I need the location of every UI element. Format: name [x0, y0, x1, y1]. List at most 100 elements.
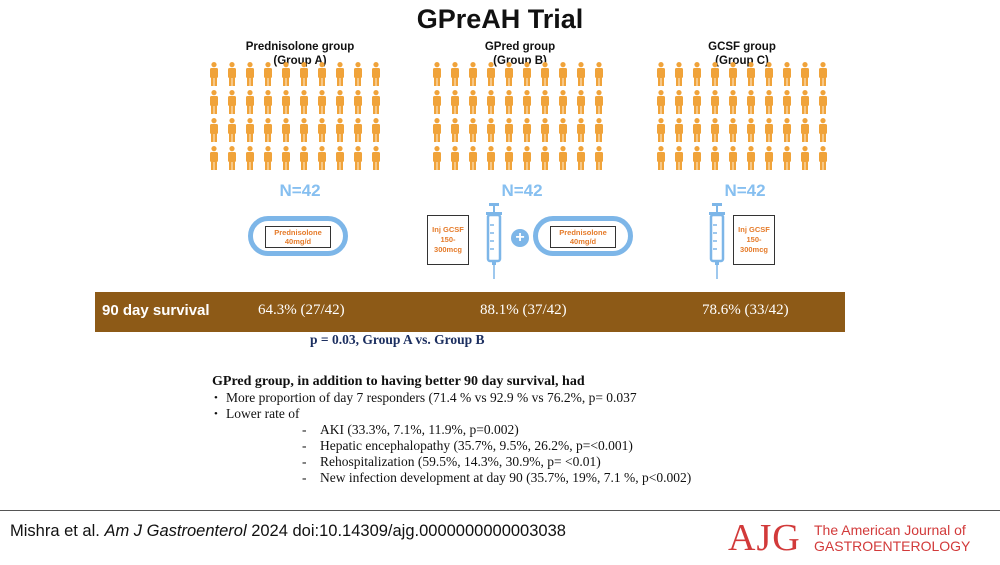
person-icon [336, 62, 344, 86]
group-a-name: Prednisolone group [245, 41, 355, 53]
person-icon [729, 118, 737, 142]
citation: Mishra et al. Am J Gastroenterol 2024 do… [10, 522, 566, 541]
person-icon [336, 118, 344, 142]
group-c-name: GCSF group [708, 41, 776, 53]
person-icon [210, 118, 218, 142]
person-icon [657, 90, 665, 114]
person-icon [765, 62, 773, 86]
person-icon [469, 118, 477, 142]
person-icon [354, 146, 362, 170]
person-icon [505, 90, 513, 114]
person-icon [487, 90, 495, 114]
gcsf-line-2: 150- [440, 235, 456, 244]
person-icon [282, 118, 290, 142]
person-icon [433, 62, 441, 86]
person-icon [451, 118, 459, 142]
person-icon [228, 62, 236, 86]
group-b-pill-icon: Prednisolone 40mg/d [533, 216, 633, 256]
person-icon [523, 62, 531, 86]
person-icon [300, 118, 308, 142]
survival-group-b: 88.1% (37/42) [480, 302, 567, 318]
plus-icon: + [511, 229, 529, 247]
person-icon [577, 62, 585, 86]
ajg-logo-text: The American Journal of GASTROENTEROLOGY [814, 522, 970, 554]
footer-divider [0, 510, 1000, 511]
group-a-people-grid [210, 62, 380, 170]
group-c-n: N=42 [724, 181, 766, 200]
person-icon [282, 62, 290, 86]
person-icon [559, 90, 567, 114]
person-icon [765, 146, 773, 170]
person-icon [783, 118, 791, 142]
ajg-logo-mark: AJG [728, 517, 801, 559]
person-icon [729, 90, 737, 114]
person-icon [675, 118, 683, 142]
gcsf-line-3: 300mcg [434, 245, 462, 254]
person-icon [711, 146, 719, 170]
person-icon [469, 62, 477, 86]
person-icon [318, 62, 326, 86]
person-icon [282, 146, 290, 170]
sub-item-text: AKI (33.3%, 7.1%, 11.9%, p=0.002) [320, 422, 519, 437]
person-icon [693, 146, 701, 170]
survival-group-a: 64.3% (27/42) [258, 302, 345, 318]
group-c-sub: (Group C) [715, 55, 769, 67]
person-icon [541, 62, 549, 86]
person-icon [559, 146, 567, 170]
person-icon [372, 90, 380, 114]
person-icon [372, 146, 380, 170]
dash-marker: - [302, 470, 307, 485]
person-icon [595, 146, 603, 170]
citation-authors: Mishra et al. [10, 522, 100, 540]
survival-group-c: 78.6% (33/42) [702, 302, 789, 318]
person-icon [354, 90, 362, 114]
person-icon [819, 90, 827, 114]
citation-journal: Am J Gastroenterol [104, 522, 247, 540]
dash-marker: - [302, 422, 307, 437]
group-a-n: N=42 [279, 181, 321, 200]
logo-line-1: The American Journal of [814, 522, 966, 538]
gcsf-line-3: 300mcg [740, 245, 768, 254]
notes-bullet: Lower rate of [212, 406, 832, 422]
person-icon [711, 62, 719, 86]
person-icon [505, 146, 513, 170]
person-icon [559, 118, 567, 142]
person-icon [210, 90, 218, 114]
prednisolone-dose: 40mg/d [569, 237, 597, 246]
person-icon [577, 118, 585, 142]
group-b-name: GPred group [484, 41, 556, 53]
person-icon [433, 146, 441, 170]
person-icon [336, 90, 344, 114]
prednisolone-name: Prednisolone [559, 228, 607, 237]
prednisolone-name: Prednisolone [274, 228, 322, 237]
person-icon [693, 90, 701, 114]
person-icon [228, 90, 236, 114]
person-icon [801, 118, 809, 142]
person-icon [675, 146, 683, 170]
person-icon [711, 118, 719, 142]
person-icon [657, 146, 665, 170]
group-c-people-grid [657, 62, 827, 170]
person-icon [747, 146, 755, 170]
page-title: GPreAH Trial [416, 4, 584, 34]
notes-sub-item: - AKI (33.3%, 7.1%, 11.9%, p=0.002) [212, 422, 832, 438]
person-icon [246, 118, 254, 142]
person-icon [577, 90, 585, 114]
person-icon [487, 118, 495, 142]
person-icon [372, 118, 380, 142]
notes-sub-item: - Rehospitalization (59.5%, 14.3%, 30.9%,… [212, 454, 832, 470]
person-icon [372, 62, 380, 86]
person-icon [657, 118, 665, 142]
person-icon [819, 118, 827, 142]
person-icon [541, 146, 549, 170]
person-icon [451, 90, 459, 114]
person-icon [451, 146, 459, 170]
person-icon [210, 146, 218, 170]
prednisolone-dose: 40mg/d [284, 237, 312, 246]
person-icon [318, 118, 326, 142]
person-icon [801, 62, 809, 86]
group-b-n: N=42 [501, 181, 543, 200]
person-icon [801, 90, 809, 114]
notes-sub-item: - New infection development at day 90 (35… [212, 470, 832, 486]
person-icon [577, 146, 585, 170]
